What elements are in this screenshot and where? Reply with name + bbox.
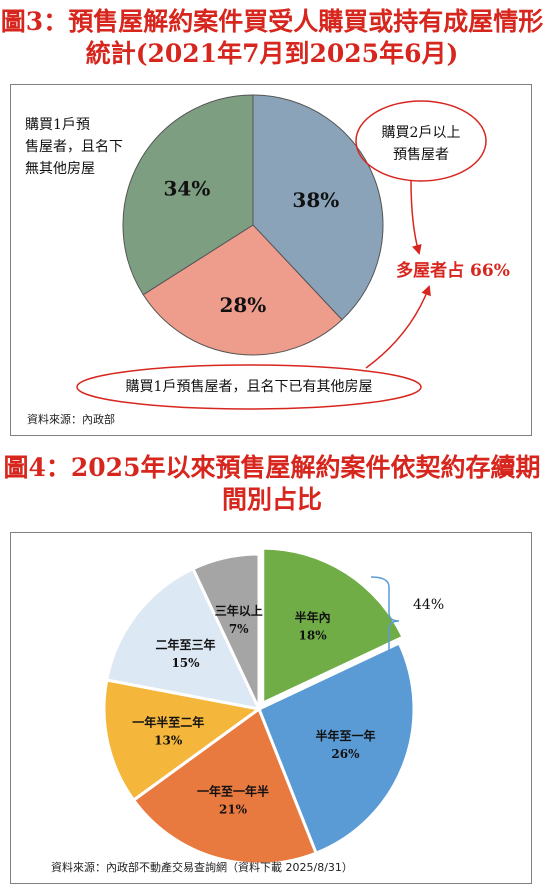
figure3-slice-labels: 38% 28% 34% xyxy=(164,177,340,317)
brace-first-year xyxy=(370,576,400,664)
figure3-pie-chart: 38% 28% 34% 購買1戶預 售屋者，且名下 無其他房屋 購買2戶以上 預售屋… xyxy=(25,94,510,410)
figure4-panel: 半年內 18% 半年至一年 26% 一年至一年半 21% 一年半至二年 13% 二年至三年 15%… xyxy=(10,532,532,884)
figure4-source: 資料來源：內政部不動產交易查詢網（資料下載 2025/8/31） xyxy=(51,861,353,874)
figure3-slices xyxy=(122,94,384,356)
callout-ellipse-single-has-house xyxy=(76,364,422,410)
figure3-slice-label-1: 28% xyxy=(219,293,266,317)
figure3-title-line1: 圖3：預售屋解約案件買受人購買或持有成屋情形 xyxy=(0,7,544,36)
figure4-slices xyxy=(102,546,416,866)
figure4-slice-label-0: 18% xyxy=(299,629,328,643)
summary-multi-owner: 多屋者占 66% xyxy=(396,260,510,281)
figure4-slice-name-4: 二年至三年 xyxy=(156,637,216,652)
figure4-slice-0 xyxy=(261,546,405,706)
figure3-slice-2 xyxy=(122,94,254,296)
figure3-source: 資料來源：內政部 xyxy=(27,413,115,426)
figure3-slice-label-0: 38% xyxy=(292,188,339,212)
callout-multi-line1: 購買2戶以上 xyxy=(382,125,461,141)
figure3-panel: 38% 28% 34% 購買1戶預 售屋者，且名下 無其他房屋 購買2戶以上 預售屋… xyxy=(10,84,532,436)
figure4-slice-name-5: 三年以上 xyxy=(215,603,263,618)
figure4-slice-name-1: 半年至一年 xyxy=(315,728,375,743)
figure3-title: 圖3：預售屋解約案件買受人購買或持有成屋情形 統計(2021年7月到2025年6… xyxy=(0,6,544,70)
figure3-slice-0 xyxy=(252,94,384,321)
callout-ellipse-multi xyxy=(355,100,487,182)
arrow-from-top-callout xyxy=(410,179,422,255)
figure4-slice-label-5: 7% xyxy=(229,622,249,636)
figure3-slice-1 xyxy=(142,224,343,356)
callout-multi-line2: 預售屋者 xyxy=(393,147,449,163)
figure4-title-line1: 圖4：2025年以來預售屋解約案件依契約存續期 xyxy=(3,453,541,482)
figure4-slice-label-2: 21% xyxy=(219,802,248,816)
figure4-slice-label-3: 13% xyxy=(154,733,183,747)
figure4-slice-name-3: 一年半至二年 xyxy=(132,714,204,729)
brace-label: 44% xyxy=(413,597,444,613)
label-single-no-house-line3: 無其他房屋 xyxy=(25,161,95,177)
figure4-slice-1 xyxy=(257,641,416,856)
callout-single-has-house: 購買1戶預售屋者，且名下已有其他房屋 xyxy=(126,379,373,395)
label-single-no-house-line1: 購買1戶預 xyxy=(25,117,90,133)
figure4-slice-5 xyxy=(191,552,261,710)
figure4-slice-label-4: 15% xyxy=(171,656,200,670)
figure4-slice-name-2: 一年至一年半 xyxy=(197,783,269,798)
figure4-title-line2: 間別占比 xyxy=(221,485,322,514)
figure3-title-line2: 統計(2021年7月到2025年6月) xyxy=(85,39,459,68)
arrow-from-bottom-callout xyxy=(365,285,431,369)
figure4-title: 圖4：2025年以來預售屋解約案件依契約存續期 間別占比 xyxy=(0,452,544,516)
figure4-slice-name-0: 半年內 xyxy=(295,610,331,625)
figure3-slice-label-2: 34% xyxy=(164,177,211,201)
figure4-slice-3 xyxy=(102,678,263,803)
figure4-slice-label-1: 26% xyxy=(331,747,360,761)
figure4-slice-4 xyxy=(104,566,262,712)
label-single-no-house-line2: 售屋者，且名下 xyxy=(25,139,123,155)
figure4-slice-2 xyxy=(131,706,319,866)
figure4-slice-labels: 半年內 18% 半年至一年 26% 一年至一年半 21% 一年半至二年 13% 二年至三年 15%… xyxy=(132,603,375,816)
figure4-pie-chart: 半年內 18% 半年至一年 26% 一年至一年半 21% 一年半至二年 13% 二年至三年 15%… xyxy=(102,546,444,866)
